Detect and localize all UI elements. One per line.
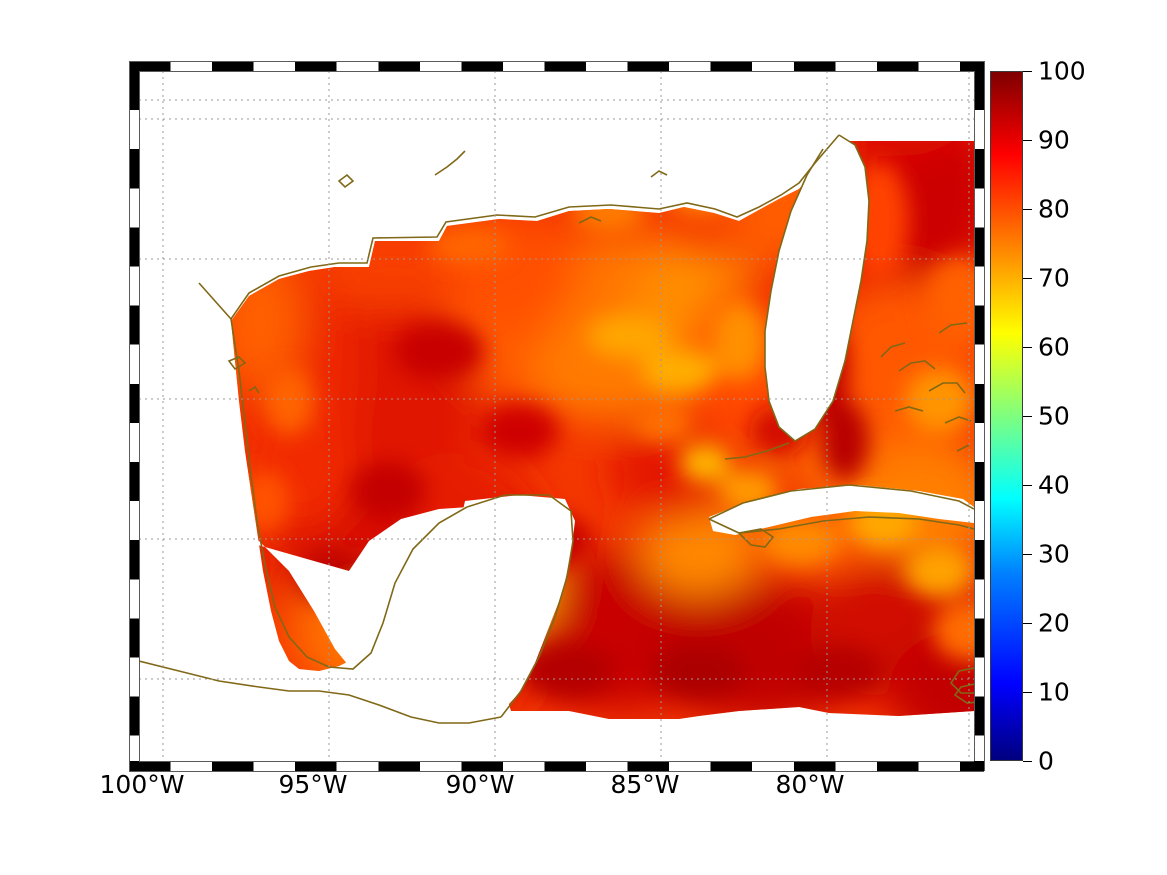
colorbar-tick-80 (1023, 209, 1032, 210)
colorbar-tick-20 (1023, 623, 1032, 624)
colorbar[interactable] (990, 71, 1023, 761)
colorbar-label-60: 60 (1038, 332, 1070, 362)
colorbar-label-30: 30 (1038, 539, 1070, 569)
colorbar-tick-40 (1023, 485, 1032, 486)
colorbar-label-80: 80 (1038, 194, 1070, 224)
colorbar-tick-90 (1023, 140, 1032, 141)
colorbar-tick-70 (1023, 278, 1032, 279)
map-frame-bottom (129, 761, 984, 771)
map-frame-left (129, 71, 139, 761)
colorbar-label-50: 50 (1038, 401, 1070, 431)
colorbar-label-10: 10 (1038, 677, 1070, 707)
x-tick-label-95W: 95°W (278, 770, 348, 799)
x-tick-label-85W: 85°W (610, 770, 680, 799)
coastline-layer (139, 134, 974, 724)
map-frame-top (129, 61, 984, 71)
frame-outline-top (129, 60, 984, 62)
frame-inline-bottom (139, 760, 974, 762)
colorbar-label-0: 0 (1038, 746, 1054, 776)
frame-inline-right (973, 71, 975, 761)
x-tick-label-90W: 90°W (445, 770, 515, 799)
x-tick-label-100W: 100°W (99, 770, 185, 799)
colorbar-label-40: 40 (1038, 470, 1070, 500)
map-axes[interactable] (128, 60, 985, 772)
map-frame-right (974, 71, 984, 761)
colorbar-label-90: 90 (1038, 125, 1070, 155)
map-data-area[interactable] (139, 71, 974, 761)
colorbar-tick-0 (1023, 761, 1032, 762)
colorbar-tick-60 (1023, 347, 1032, 348)
frame-outline-bottom (129, 770, 984, 772)
gridline-layer (139, 71, 974, 761)
frame-outline-left (128, 61, 130, 771)
frame-inline-left (138, 71, 140, 761)
frame-outline-right (983, 61, 985, 771)
frame-inline-top (139, 70, 974, 72)
colorbar-tick-100 (1023, 71, 1032, 72)
map-render (139, 71, 974, 761)
colorbar-label-70: 70 (1038, 263, 1070, 293)
land-mask (139, 71, 974, 761)
colorbar-label-20: 20 (1038, 608, 1070, 638)
colorbar-tick-10 (1023, 692, 1032, 693)
colorbar-label-100: 100 (1038, 56, 1086, 86)
x-tick-label-80W: 80°W (775, 770, 845, 799)
colorbar-tick-50 (1023, 416, 1032, 417)
colorbar-tick-30 (1023, 554, 1032, 555)
